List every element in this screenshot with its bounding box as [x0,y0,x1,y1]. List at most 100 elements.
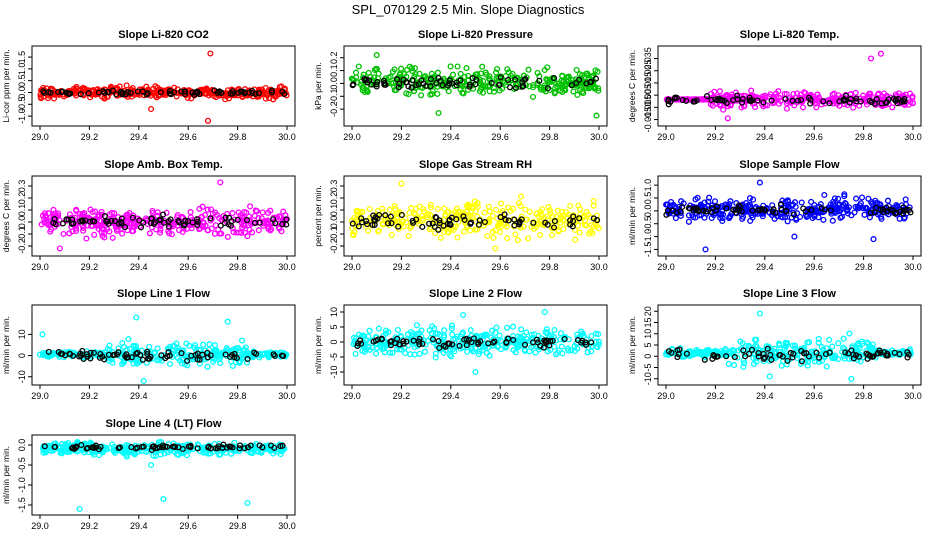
panel-7: Slope Line 1 Flow ml/min per min. 29.0 29.2… [1,288,296,401]
y-tick-label: -0.2 [17,238,27,254]
overlay-point [147,220,155,227]
data-point [463,65,470,72]
data-point [454,63,461,70]
data-point [875,90,882,97]
overlay-point [721,97,728,104]
data-point [472,368,479,376]
overlay-point [113,91,120,98]
overlay-point [123,354,130,361]
overlay-point [505,217,512,224]
data-point [885,211,892,218]
data-point [825,96,832,103]
points-group [350,308,602,376]
data-point [808,198,815,205]
y-tick-label: -5 [329,353,339,361]
data-point [352,69,360,76]
overlay-point [543,337,550,344]
y-tick-label: 0.5 [643,192,653,205]
data-point [509,70,516,77]
data-point [407,224,414,232]
overlay-point [693,205,700,212]
x-tick-label: 29.4 [442,391,460,401]
data-point [427,212,434,219]
data-point [106,445,113,452]
overlay-point [867,209,874,216]
data-point [856,202,863,209]
overlay-point [89,217,96,224]
data-point [552,337,560,344]
overlay-point [256,219,263,226]
data-point [575,202,582,209]
data-point [522,206,529,213]
data-point [198,444,205,451]
data-point [518,326,525,333]
data-point [836,201,843,208]
overlay-point [530,219,537,226]
overlay-point [69,216,76,223]
overlay-point [540,344,547,351]
y-axis-label: ml/min per min. [1,316,11,374]
data-point [853,195,860,202]
overlay-point [226,214,233,221]
data-point [556,82,563,90]
overlay-point [84,444,91,452]
data-point [412,205,419,212]
panel-3: Slope Li-820 Temp. degrees C per min. 29.0… [627,29,922,142]
data-point [47,221,54,228]
overlay-point [243,217,251,224]
overlay-point [59,220,66,227]
data-point [460,90,467,97]
overlay-point [813,349,820,356]
data-point [742,342,749,349]
data-point [120,359,127,366]
overlay-point [905,351,912,358]
overlay-point [782,95,789,103]
data-point [136,223,143,230]
x-tick-label: 30.0 [590,262,608,272]
overlay-point [790,350,797,357]
y-tick-label: 1.0 [17,63,27,76]
data-point [835,340,842,347]
overlay-point [259,444,266,451]
data-point [486,215,493,223]
overlay-point [157,89,164,96]
y-tick-label: -0.2 [329,101,339,117]
panel-title: Slope Amb. Box Temp. [104,159,223,171]
points-group [663,179,914,253]
x-tick-label: 30.0 [278,132,296,142]
data-point [444,228,451,235]
overlay-point [848,347,855,354]
y-tick-label: 0.0 [17,86,27,99]
overlay-point [45,348,52,355]
overlay-point [384,220,392,227]
overlay-point [488,79,495,86]
data-point [76,505,83,513]
y-tick-label: 0.1 [17,204,27,217]
data-point [551,343,558,350]
data-point [274,448,281,455]
overlay-point [760,99,767,106]
overlay-point [147,353,154,360]
overlay-point [448,80,455,87]
data-point [375,228,382,235]
points-group [39,438,288,513]
overlay-point [790,211,797,218]
data-point [437,234,444,241]
data-point [539,205,546,213]
x-tick-label: 29.8 [229,132,247,142]
data-point [706,194,713,201]
data-point [784,218,791,225]
overlay-point [544,221,551,228]
x-tick-label: 29.0 [343,391,361,401]
overlay-point [892,210,899,217]
data-point [571,343,578,350]
overlay-point [116,444,123,451]
overlay-point [47,89,54,96]
x-tick-label: 29.6 [805,391,823,401]
plot-frame [31,304,296,386]
data-point [460,228,467,235]
overlay-point [447,221,454,228]
overlay-point [674,347,681,354]
data-point [753,343,760,350]
data-point [534,69,541,76]
